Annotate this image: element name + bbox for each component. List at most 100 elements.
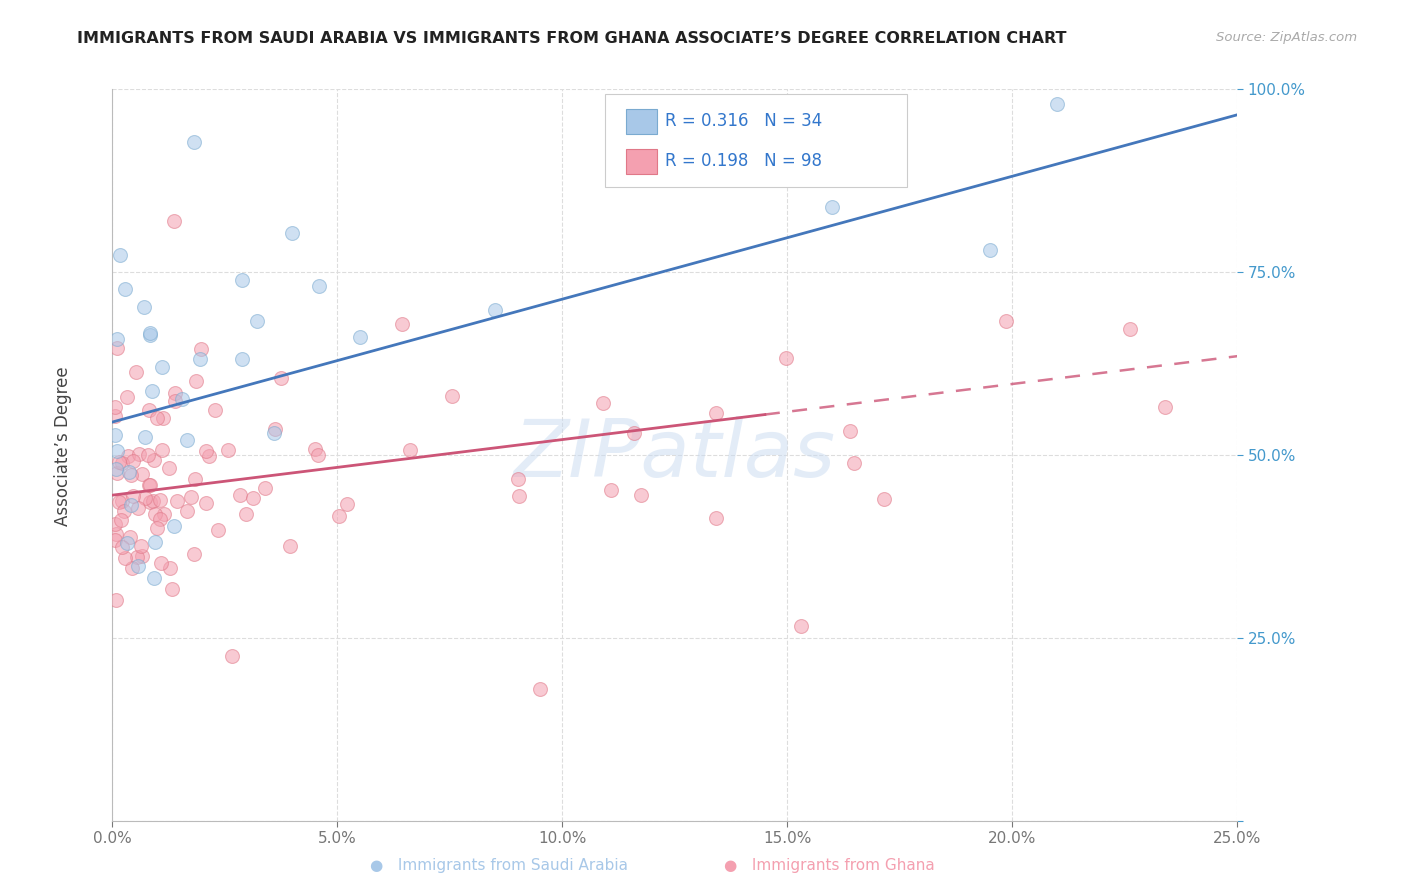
Point [112,504,135,518]
Point [328,509,350,524]
Point [176,504,198,518]
Point [143,507,166,521]
Point [599,483,621,498]
Point [131,549,153,563]
Point [110,513,132,527]
Point [139,495,162,509]
Point [180,490,202,504]
Point [157,460,180,475]
Point [105,593,128,607]
Point [529,681,551,696]
Point [150,359,173,374]
Point [183,547,205,561]
Point [108,455,131,469]
Point [105,341,128,355]
Point [138,402,160,417]
Point [170,392,193,407]
Text: ●   Immigrants from Saudi Arabia: ● Immigrants from Saudi Arabia [370,858,628,872]
Point [104,517,127,532]
Point [217,442,239,457]
Point [145,411,167,425]
Point [153,507,176,521]
Point [115,536,138,550]
Point [127,558,149,573]
Point [235,507,257,521]
Point [127,550,149,565]
Point [307,448,329,462]
Point [165,386,187,401]
Point [136,448,159,462]
Point [150,442,173,457]
Point [143,453,166,467]
Point [105,467,128,481]
Point [162,214,184,228]
Point [120,498,142,512]
Point [873,491,896,506]
Point [630,488,652,502]
Point [104,533,127,547]
Point [128,447,150,461]
Point [134,430,156,444]
Point [1154,401,1177,415]
Point [129,539,152,553]
Point [139,326,162,341]
Text: ZIPatlas: ZIPatlas [513,416,837,494]
Text: Source: ZipAtlas.com: Source: ZipAtlas.com [1216,31,1357,45]
Point [308,278,330,293]
Point [399,443,422,458]
Point [138,478,160,492]
Point [1046,96,1069,111]
Point [108,495,131,509]
Point [121,561,143,575]
Point [121,489,143,503]
Point [979,243,1001,257]
Point [142,494,165,508]
Point [349,330,371,344]
Point [166,494,188,508]
Point [336,497,359,511]
Point [132,300,155,314]
Point [125,365,148,379]
Point [139,478,162,492]
Point [141,384,163,399]
Point [508,490,530,504]
Point [163,393,186,408]
Point [706,511,728,525]
Point [228,488,250,502]
Point [254,481,277,495]
Point [270,371,292,385]
Point [111,456,134,470]
Point [842,456,865,470]
Point [108,248,131,262]
Point [704,406,727,420]
Text: IMMIGRANTS FROM SAUDI ARABIA VS IMMIGRANTS FROM GHANA ASSOCIATE’S DEGREE CORRELA: IMMIGRANTS FROM SAUDI ARABIA VS IMMIGRAN… [77,31,1067,46]
Point [134,491,156,505]
Point [105,462,128,476]
Point [127,500,149,515]
Point [117,449,139,463]
Point [104,427,127,442]
Point [242,491,264,505]
Point [111,493,134,508]
Point [391,317,413,331]
Text: Associate’s Degree: Associate’s Degree [55,367,72,525]
Point [139,328,162,343]
Point [194,496,217,510]
Point [304,442,326,457]
Point [104,409,127,423]
Point [198,449,221,463]
Point [231,272,253,286]
Point [176,433,198,447]
Point [484,303,506,318]
Point [995,314,1018,328]
Point [146,521,169,535]
Point [121,454,143,468]
Point [194,444,217,458]
Point [183,135,205,149]
Point [120,468,142,483]
Point [790,618,813,632]
Point [163,519,186,533]
Point [104,527,127,541]
Point [118,465,141,479]
Text: R = 0.198   N = 98: R = 0.198 N = 98 [665,153,823,170]
